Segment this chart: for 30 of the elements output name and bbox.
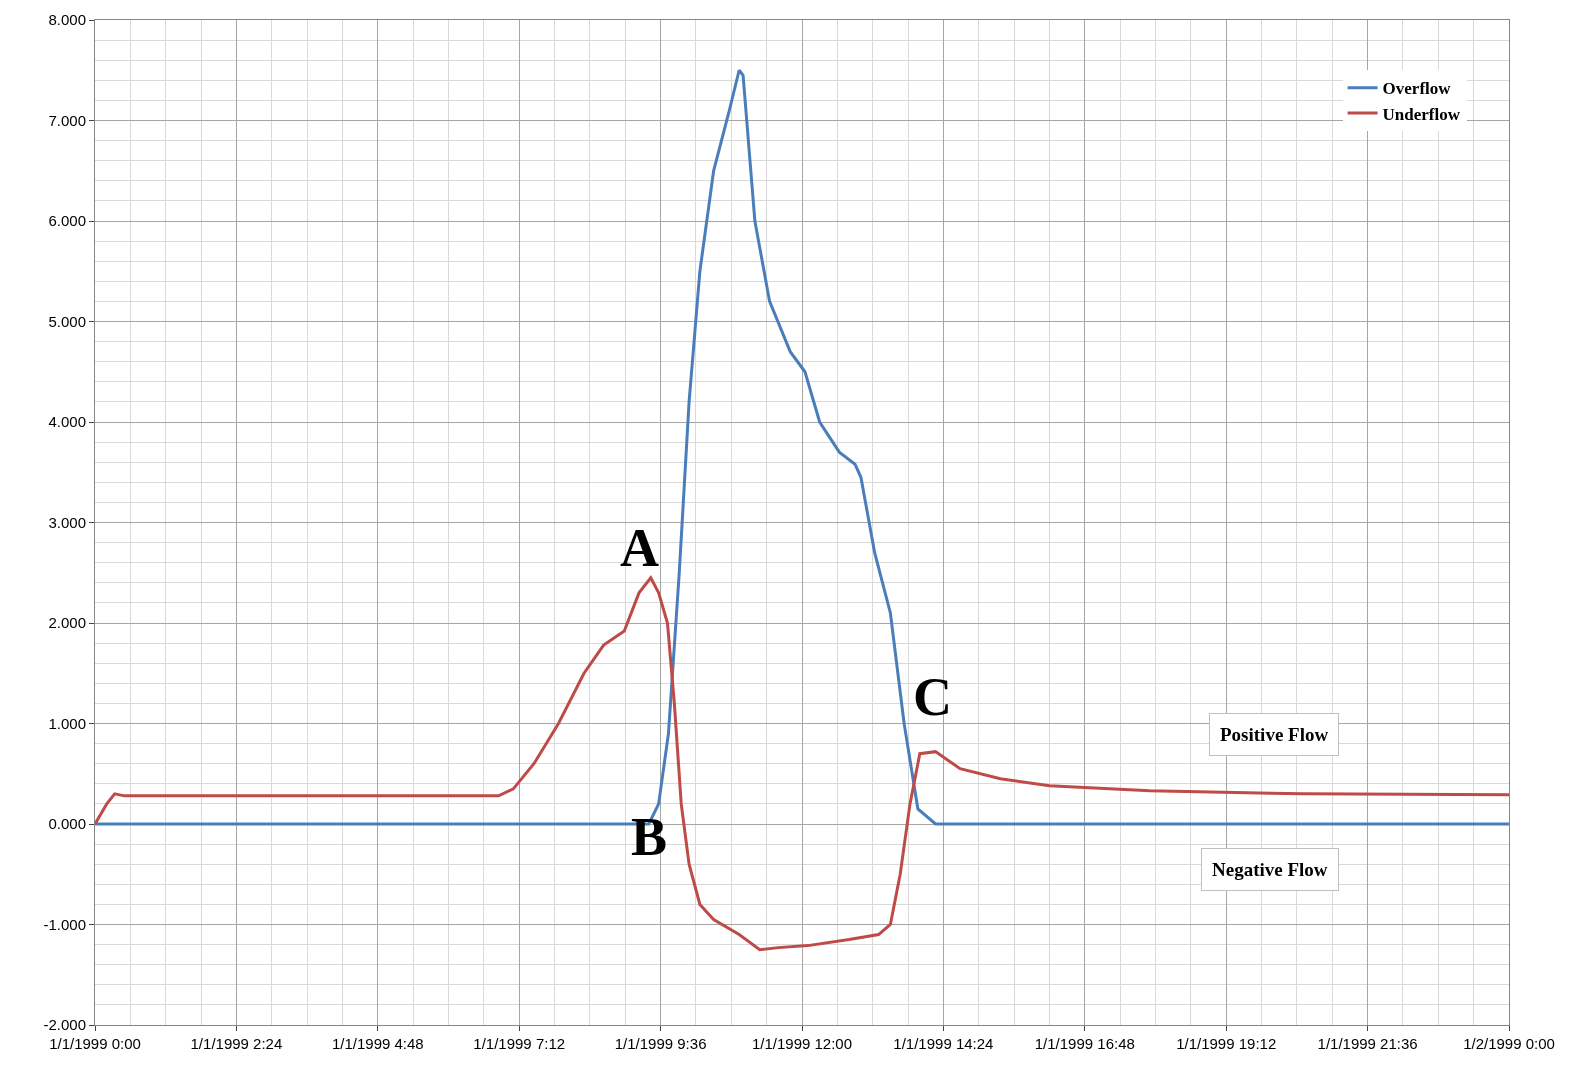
y-tick-label: 6.000 [48,212,86,230]
annotation: Positive Flow [1220,724,1329,745]
x-tick-label: 1/1/1999 16:48 [1034,1035,1135,1052]
y-tick-label: 5.000 [48,312,86,330]
y-tick-label: 0.000 [48,815,86,833]
x-tick-label: 1/1/1999 21:36 [1317,1035,1418,1052]
x-tick-label: 1/1/1999 12:00 [751,1035,853,1052]
y-tick-label: 4.000 [48,413,86,431]
y-tick-label: -1.000 [43,915,86,933]
x-tick-label: 1/1/1999 4:48 [331,1035,424,1052]
x-tick-label: 1/1/1999 9:36 [614,1035,707,1052]
x-tick-label: 1/1/1999 7:12 [473,1035,566,1052]
y-tick-label: 7.000 [48,111,86,129]
annotation: C [913,667,952,727]
x-tick-label: 1/1/1999 14:24 [893,1035,994,1052]
annotation: Negative Flow [1212,859,1328,880]
y-tick-label: 1.000 [48,714,86,732]
legend-label: Overflow [1382,79,1452,99]
y-tick-label: 3.000 [48,513,86,531]
annotation: A [620,518,659,578]
y-tick-label: -2.000 [43,1016,86,1034]
y-tick-label: 8.000 [48,11,86,29]
y-tick-label: 2.000 [48,614,86,632]
line-series [95,576,1509,952]
annotation: B [631,807,668,867]
x-tick-label: 1/1/1999 19:12 [1176,1035,1277,1052]
x-tick-label: 1/1/1999 0:00 [49,1035,141,1052]
x-tick-label: 1/2/1999 0:00 [1463,1035,1555,1052]
legend-label: Underflow [1382,104,1461,124]
x-tick-label: 1/1/1999 2:24 [190,1035,283,1052]
